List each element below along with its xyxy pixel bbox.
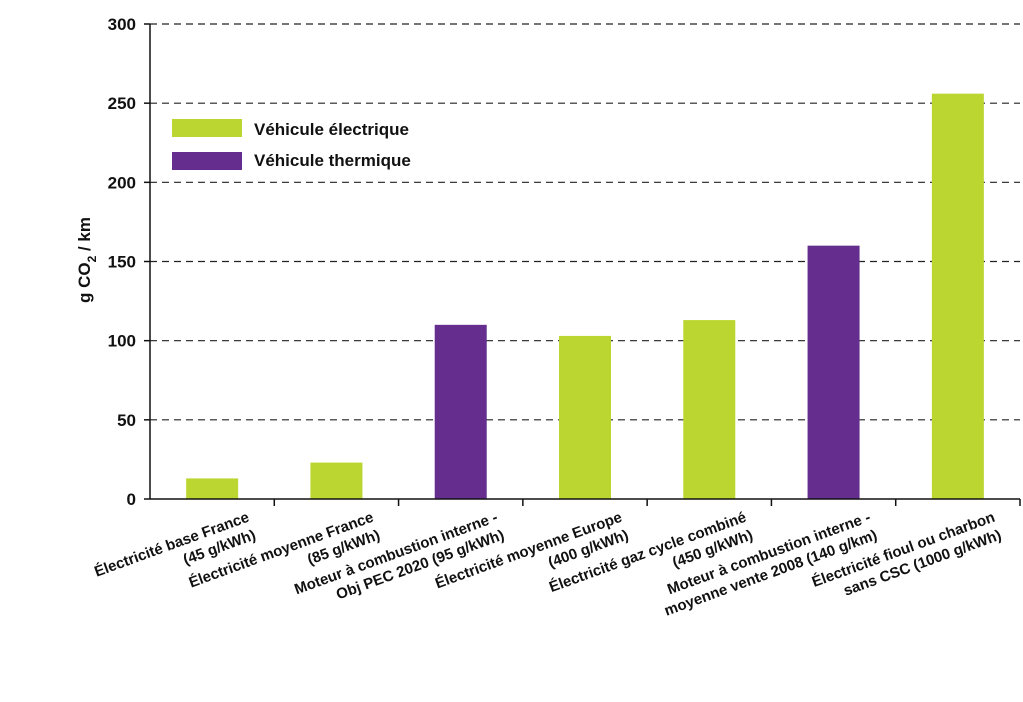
y-axis-ticks: 0 50 100 150 200 250 300 — [108, 15, 150, 509]
legend-swatch-thermal — [172, 152, 242, 170]
legend-label-electric: Véhicule électrique — [254, 120, 409, 139]
legend-swatch-electric — [172, 119, 242, 137]
x-category-label: Électricité base France(45 g/kWh) — [92, 509, 258, 581]
x-axis-labels: Électricité base France(45 g/kWh)Électri… — [92, 509, 1004, 620]
bar — [310, 462, 363, 499]
bars — [186, 93, 984, 500]
y-tick-label: 100 — [108, 332, 136, 351]
bar — [186, 478, 239, 499]
y-axis-label-prefix: g CO — [75, 262, 94, 303]
y-tick-label: 250 — [108, 94, 136, 113]
y-axis-label-suffix: / km — [75, 217, 94, 256]
bar — [807, 245, 860, 499]
y-tick-label: 50 — [117, 411, 136, 430]
bar — [434, 324, 487, 499]
legend: Véhicule électrique Véhicule thermique — [172, 119, 411, 170]
y-tick-label: 0 — [127, 490, 136, 509]
y-axis-label-subscript: 2 — [85, 255, 99, 262]
bar — [559, 335, 611, 499]
bar — [683, 320, 736, 499]
axes — [149, 24, 1021, 506]
legend-label-thermal: Véhicule thermique — [254, 151, 411, 170]
y-tick-label: 300 — [108, 15, 136, 34]
y-tick-label: 200 — [108, 173, 136, 192]
y-axis-label: g CO2 / km — [75, 217, 99, 303]
grid-lines — [150, 23, 1020, 421]
y-tick-label: 150 — [108, 253, 136, 272]
bar — [931, 93, 984, 500]
